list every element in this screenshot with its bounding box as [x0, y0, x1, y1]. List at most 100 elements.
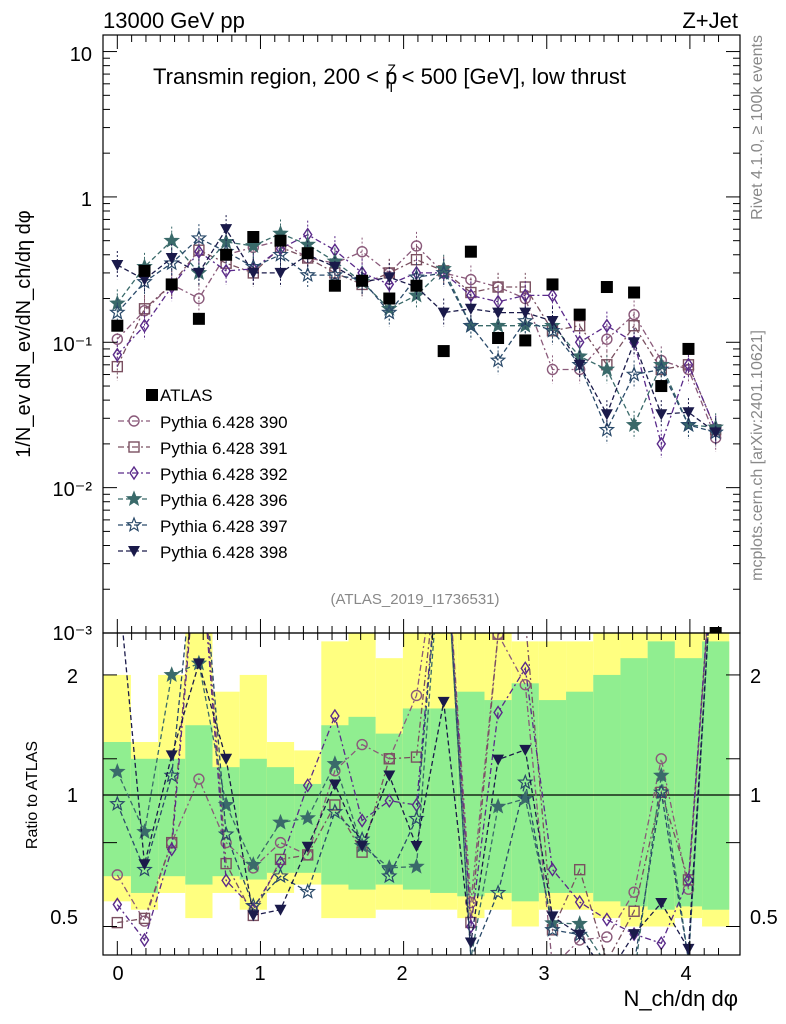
series-point	[598, 421, 616, 437]
atlas-data-point	[301, 247, 314, 260]
legend: ATLAS Pythia 6.428 390 Pythia 6.428 391 …	[118, 386, 288, 562]
ratio-point	[326, 755, 344, 771]
ratio-point	[410, 841, 423, 853]
series-line	[116, 246, 717, 431]
series-point	[466, 288, 476, 303]
ratio-tick-label-2: 2	[67, 666, 78, 688]
ratio-series-line	[117, 633, 708, 955]
atlas-data	[111, 231, 722, 633]
ratio-point	[384, 793, 395, 808]
atlas-data-point	[546, 278, 559, 291]
series-point	[221, 263, 231, 279]
ratio-point	[655, 753, 667, 765]
series-point	[519, 307, 532, 319]
series-point	[520, 288, 531, 303]
atlas-data-point	[328, 279, 341, 292]
ratio-point	[220, 753, 233, 765]
legend-marker	[128, 415, 140, 427]
ratio-band-green	[674, 658, 703, 907]
series-point	[625, 416, 643, 432]
ratio-band-green	[348, 716, 376, 890]
ratio-point	[330, 708, 340, 724]
ratio-point	[274, 853, 287, 866]
x-tick-label-3: 3	[538, 963, 549, 985]
atlas-data-point	[600, 281, 613, 294]
ratio-point	[547, 862, 558, 877]
ratio-panel-series	[109, 633, 709, 955]
series-point	[112, 347, 123, 363]
ratio-series-line	[116, 633, 709, 955]
header-left-label: 13000 GeV pp	[103, 8, 245, 33]
ratio-point	[437, 696, 450, 708]
y-tick-label-10: 10	[70, 44, 92, 66]
ratio-point	[112, 897, 123, 912]
atlas-data-point	[192, 312, 205, 325]
atlas-data-point	[519, 334, 532, 347]
series-point	[220, 224, 233, 236]
series-point	[192, 267, 205, 279]
series-point	[328, 261, 341, 273]
ratio-series-390	[111, 633, 708, 955]
series-point	[489, 317, 507, 333]
ratio-point	[489, 884, 507, 900]
ratio-point	[489, 797, 507, 814]
series-point	[245, 237, 262, 253]
series-point	[247, 267, 260, 279]
series-point	[682, 407, 695, 419]
atlas-data-point	[410, 279, 423, 292]
ratio-series-398	[122, 633, 709, 955]
ratio-band-green	[620, 658, 648, 907]
series-point	[272, 246, 289, 262]
series-point	[380, 303, 398, 320]
ratio-point	[274, 836, 287, 849]
atlas-data-point	[573, 308, 586, 321]
ratio-tick-label-05-right: 0.5	[750, 907, 778, 929]
series-point	[356, 245, 368, 258]
ratio-band-green	[702, 641, 730, 910]
series-point	[111, 333, 124, 345]
ratio-point	[410, 689, 423, 702]
ratio-tick-label-2-right: 2	[750, 666, 761, 688]
series-point	[598, 360, 616, 377]
series-point	[709, 427, 722, 439]
ratio-point	[492, 754, 505, 766]
ratio-tick-label-1-right: 1	[750, 785, 761, 807]
analysis-id: (ATLAS_2019_I1736531)	[330, 591, 499, 608]
ratio-point	[221, 873, 231, 888]
series-point	[165, 253, 178, 265]
ratio-band-green	[593, 674, 621, 902]
ratio-point	[628, 929, 641, 941]
series-point	[138, 274, 151, 286]
legend-label-atlas: ATLAS	[160, 386, 213, 405]
ratio-point	[192, 658, 205, 670]
atlas-data-point	[138, 264, 151, 277]
legend-label-396: Pythia 6.428 396	[160, 491, 288, 510]
ratio-point	[328, 779, 341, 791]
x-tick-label-0: 0	[112, 963, 123, 985]
ratio-point	[628, 905, 640, 917]
ratio-point	[299, 883, 317, 899]
ratio-point	[356, 738, 368, 751]
x-tick-label-1: 1	[254, 963, 265, 985]
series-line	[116, 240, 717, 439]
series-point	[383, 272, 396, 284]
ratio-tick-label-05: 0.5	[50, 907, 78, 929]
ratio-point	[383, 770, 396, 782]
series-point	[546, 363, 559, 376]
series-point	[139, 318, 150, 333]
ratio-point	[326, 803, 344, 819]
ratio-point	[166, 842, 177, 857]
atlas-data-point	[383, 292, 396, 305]
ratio-point	[682, 943, 695, 955]
ratio-point	[574, 894, 585, 910]
ratio-point	[302, 778, 313, 793]
atlas-data-point	[464, 245, 477, 258]
ratio-point	[136, 861, 153, 877]
ratio-panel-frame	[102, 632, 741, 956]
series-point	[628, 308, 640, 321]
series-point	[109, 303, 126, 320]
ratio-point	[165, 750, 178, 762]
ratio-band-green	[430, 708, 458, 893]
ratio-series-397	[109, 633, 709, 955]
series-point	[655, 409, 668, 421]
